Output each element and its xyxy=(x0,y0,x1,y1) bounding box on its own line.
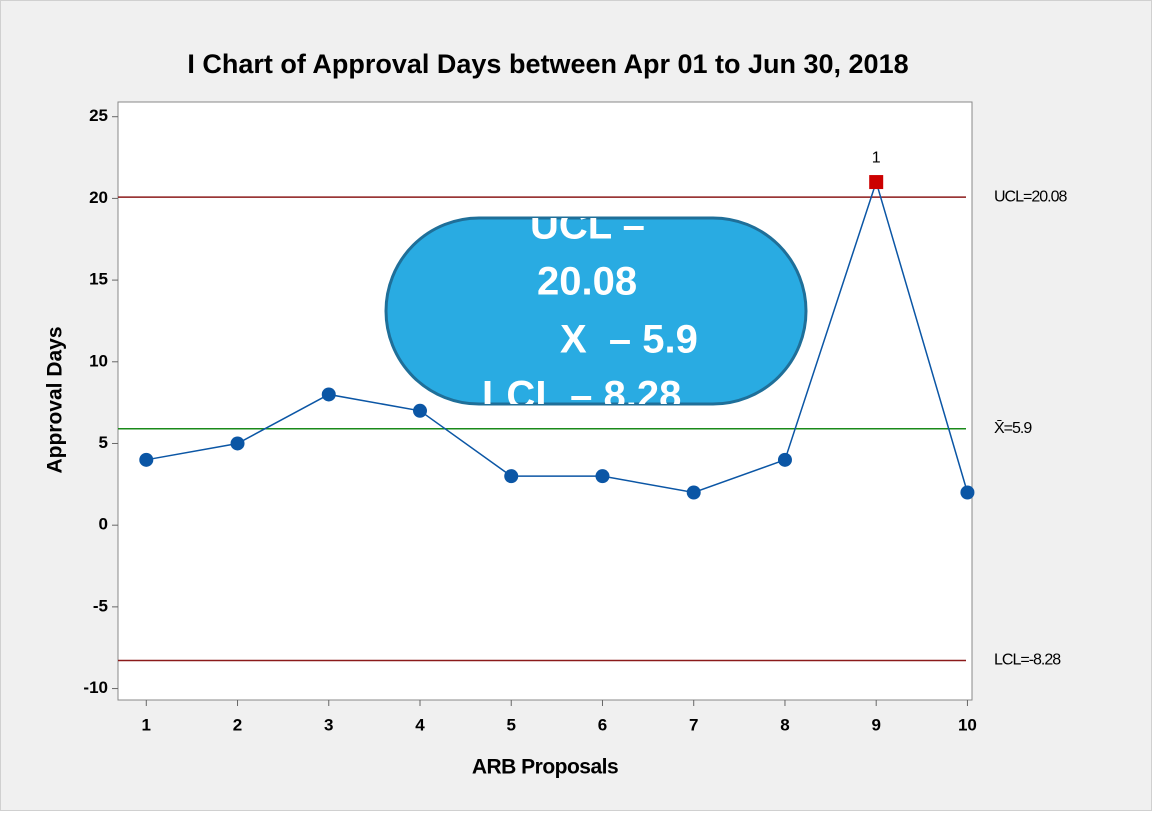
point xyxy=(960,485,975,500)
y-tick-label: 20 xyxy=(89,188,108,207)
point xyxy=(139,452,154,467)
point xyxy=(777,452,792,467)
control-line-label: LCL=-8.28 xyxy=(994,652,1061,669)
control-line-label: UCL=20.08 xyxy=(994,188,1067,205)
y-axis-title: Approval Days xyxy=(44,326,67,473)
y-tick-label: 5 xyxy=(99,433,108,452)
point xyxy=(413,403,428,418)
point xyxy=(686,485,701,500)
y-tick-label: 25 xyxy=(89,106,108,125)
y-tick-label: 10 xyxy=(89,351,108,370)
x-tick-label: 10 xyxy=(958,715,977,734)
x-tick-label: 6 xyxy=(598,715,607,734)
x-tick-label: 9 xyxy=(871,715,880,734)
point xyxy=(595,469,610,484)
x-tick-label: 5 xyxy=(507,715,516,734)
marks: -10 -5 0 5 10 15 20 25 1 2 3 4 5 6 7 8 9 10 UCL=20.08 X̄=5.… xyxy=(83,106,1068,734)
point xyxy=(504,469,519,484)
x-tick-label: 2 xyxy=(233,715,242,734)
y-tick-label: -5 xyxy=(93,596,108,615)
point xyxy=(321,387,336,402)
test-label: 1 xyxy=(872,149,881,166)
control-line-label: X̄=5.9 xyxy=(994,420,1032,437)
y-tick-label: 0 xyxy=(99,515,108,534)
callout: UCL – 20.08 X – 5.9 LCL – 8.28 xyxy=(384,204,808,418)
x-axis-title: ARB Proposals xyxy=(472,756,618,779)
callout-line: X – 5.9 xyxy=(560,318,698,362)
callout-line: LCL – 8.28 xyxy=(482,374,681,418)
x-tick-label: 4 xyxy=(415,715,425,734)
x-tick-label: 7 xyxy=(689,715,698,734)
x-tick-label: 3 xyxy=(324,715,333,734)
callout-text: UCL – 20.08 X – 5.9 LCL – 8.28 xyxy=(482,204,698,418)
series-line xyxy=(146,179,969,494)
alert-point xyxy=(869,175,884,190)
callout-line: UCL – xyxy=(530,204,645,248)
point xyxy=(230,436,245,451)
y-tick-label: 15 xyxy=(89,270,108,289)
y-tick-label: -10 xyxy=(83,678,108,697)
callout-bubble xyxy=(384,216,808,406)
x-tick-label: 1 xyxy=(142,715,151,734)
callout-line: 20.08 xyxy=(537,260,637,304)
chart-title: I Chart of Approval Days between Apr 01 … xyxy=(187,49,908,79)
x-tick-label: 8 xyxy=(780,715,789,734)
